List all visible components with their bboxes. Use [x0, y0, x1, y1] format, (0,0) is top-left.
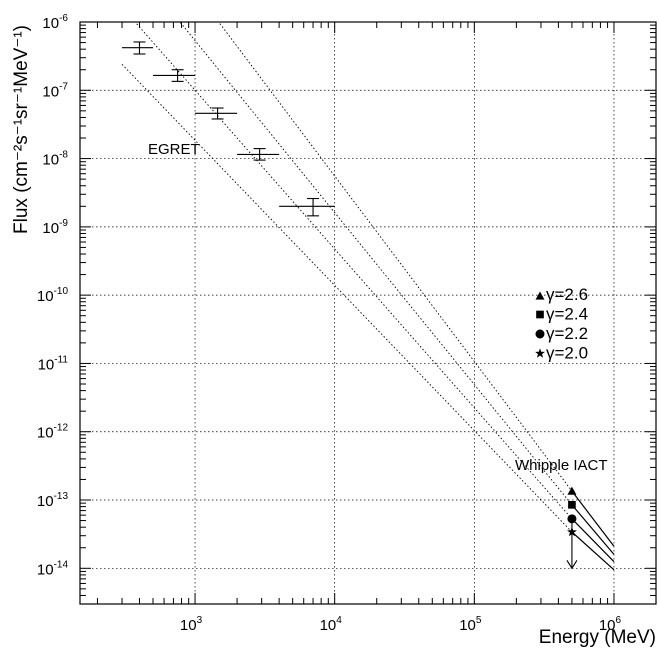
iact-solid-line: [571, 504, 615, 555]
y-tick-label: 10-7: [42, 81, 68, 100]
iact-marker-square: [568, 501, 576, 509]
iact-solid-line: [571, 531, 615, 571]
y-tick-label: 10-13: [37, 491, 69, 510]
grid: [80, 21, 656, 604]
egret-annotation: EGRET: [148, 141, 200, 158]
legend-marker-square: [536, 310, 544, 319]
legend-item: γ=2.0: [535, 344, 588, 363]
x-tick-label: 104: [320, 615, 343, 634]
iact-points: [566, 486, 578, 570]
x-tick-label: 103: [180, 615, 203, 634]
y-tick-label: 10-9: [42, 218, 68, 237]
egret-point: [279, 197, 335, 217]
x-tick-label: 105: [459, 615, 482, 634]
upper-limit-arrow-head: [566, 560, 578, 570]
iact-marker-star: [567, 526, 577, 537]
extrapolation-line-gamma-2.6: [218, 22, 573, 492]
extrapolation-lines: [121, 22, 573, 533]
iact-marker-triangle: [567, 486, 577, 495]
iact-solid-line: [571, 518, 615, 563]
egret-point: [122, 41, 154, 55]
x-tick-labels: 103 104 105 106: [180, 615, 622, 634]
iact-marker-circle: [567, 514, 577, 524]
axis-ticks: [80, 21, 657, 605]
legend-marker-circle: [535, 329, 545, 339]
legend-label: γ=2.0: [546, 344, 588, 363]
y-axis-title: Flux (cm⁻²s⁻¹sr⁻¹MeV⁻¹): [11, 25, 32, 234]
iact-solid-line: [571, 490, 615, 547]
y-tick-label: 10-6: [42, 13, 68, 32]
legend-marker-star: [535, 348, 545, 358]
whipple-annotation: Whipple IACT: [515, 457, 608, 474]
y-tick-label: 10-12: [37, 423, 69, 442]
extrapolation-line-gamma-2.2: [134, 22, 573, 520]
legend-item: γ=2.4: [536, 305, 588, 324]
y-tick-label: 10-14: [37, 559, 69, 578]
x-axis-title: Energy (MeV): [539, 627, 656, 648]
egret-point: [195, 107, 238, 120]
y-tick-label: 10-11: [38, 354, 69, 373]
legend-label: γ=2.2: [546, 324, 588, 343]
legend-label: γ=2.4: [546, 305, 588, 324]
legend-item: γ=2.2: [535, 324, 588, 343]
legend-label: γ=2.6: [546, 285, 588, 304]
y-tick-label: 10-8: [42, 150, 68, 169]
egret-point: [153, 69, 196, 82]
x-tick-label: 106: [599, 615, 622, 634]
iact-spectrum-lines: [571, 490, 615, 571]
extrapolation-line-gamma-2.4: [179, 22, 573, 506]
y-tick-labels: 10-6 10-7 10-8 10-9 10-10 10-11 10-12 10-13 10-1…: [37, 13, 69, 578]
y-tick-label: 10-10: [37, 286, 69, 305]
egret-point: [237, 148, 280, 161]
plot-frame: [79, 21, 657, 605]
egret-points: [122, 41, 335, 217]
legend-marker-triangle: [535, 291, 545, 300]
legend: γ=2.6γ=2.4γ=2.2γ=2.0: [535, 285, 588, 363]
extrapolation-line-gamma-2: [121, 64, 573, 533]
legend-item: γ=2.6: [535, 285, 588, 304]
